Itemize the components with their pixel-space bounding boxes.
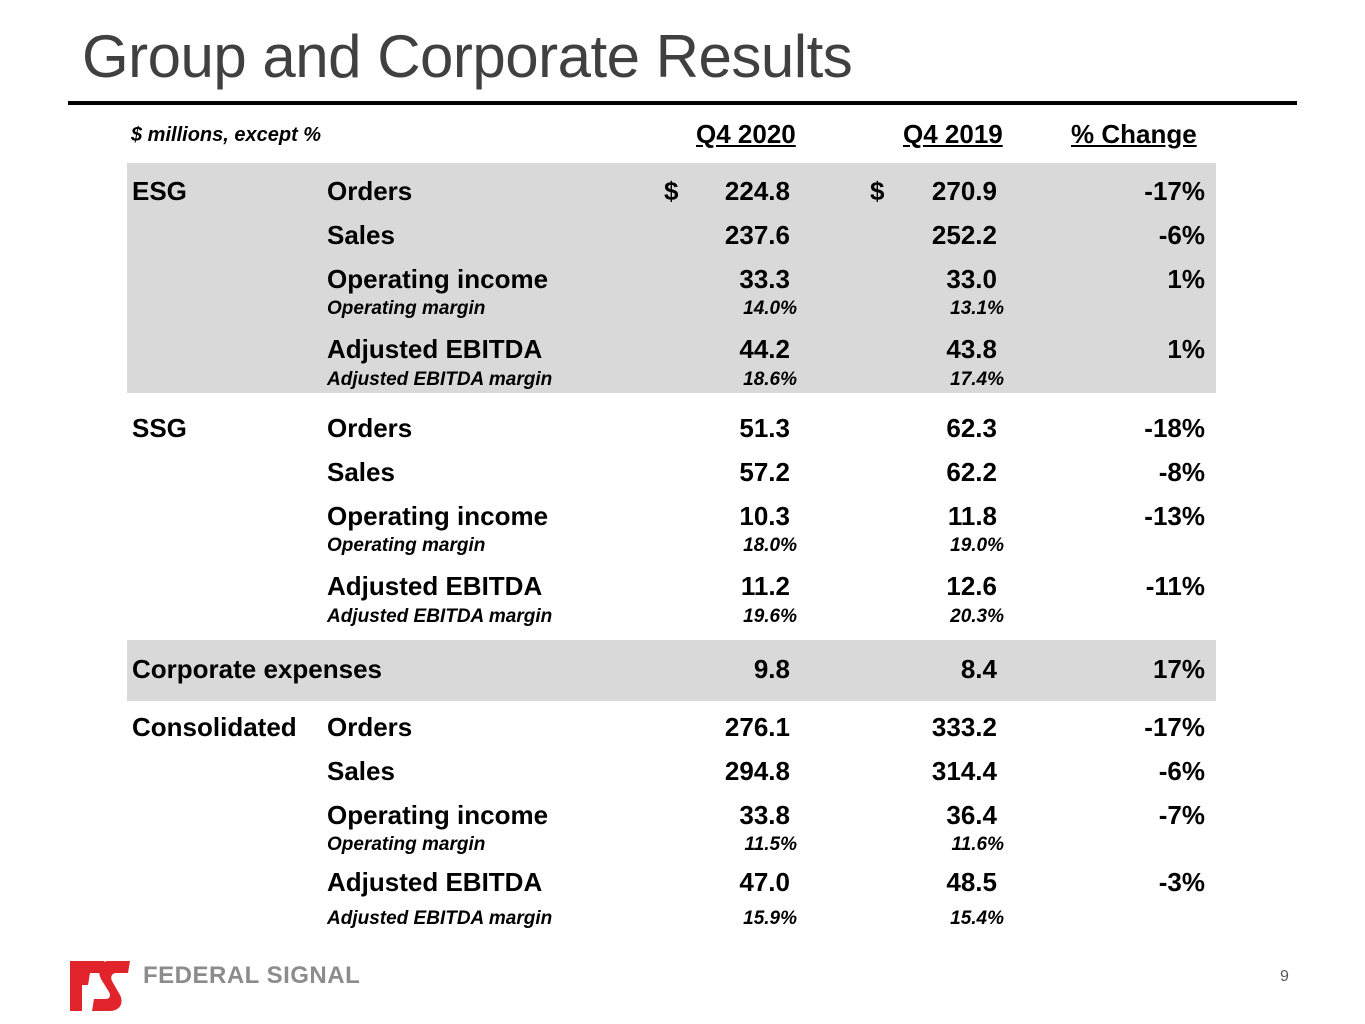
segment-label-esg: ESG (132, 176, 187, 206)
value-change: -7% (1158, 800, 1205, 830)
row-label: Sales (327, 756, 395, 786)
column-header-q4-2020: Q4 2020 (696, 119, 796, 149)
value-change: -6% (1158, 756, 1205, 786)
margin-q4-2020: 18.0% (743, 535, 797, 556)
margin-q4-2020: 11.5% (744, 834, 797, 855)
margin-q4-2019: 17.4% (950, 369, 1004, 390)
margin-label: Operating margin (327, 298, 486, 319)
value-q4-2020: 224.8 (724, 176, 790, 206)
value-change: -17% (1144, 176, 1205, 206)
value-change: -6% (1158, 220, 1205, 250)
value-q4-2019: 314.4 (931, 756, 997, 786)
row-label: Orders (327, 712, 413, 742)
row-label: Orders (327, 413, 413, 443)
value-q4-2019: 33.0 (946, 264, 997, 294)
value-q4-2020: 11.2 (740, 571, 790, 601)
value-q4-2020: 44.2 (739, 334, 790, 364)
column-header-q4-2019: Q4 2019 (903, 119, 1003, 149)
value-change: -11% (1145, 571, 1205, 601)
value-q4-2020: 9.8 (753, 654, 790, 684)
value-change: 1% (1167, 264, 1205, 294)
units-note: $ millions, except % (131, 124, 322, 146)
currency-symbol: $ (870, 176, 885, 206)
margin-q4-2019: 15.4% (950, 908, 1004, 929)
value-change: -17% (1144, 712, 1205, 742)
value-q4-2020: 51.3 (739, 413, 790, 443)
value-q4-2020: 33.8 (739, 800, 790, 830)
row-label: Adjusted EBITDA (327, 571, 543, 601)
value-change: -3% (1158, 867, 1205, 897)
title-divider (68, 101, 1297, 105)
row-label: Operating income (327, 501, 549, 531)
value-q4-2019: 48.5 (946, 867, 997, 897)
margin-q4-2020: 15.9% (743, 908, 797, 929)
value-q4-2020: 33.3 (739, 264, 790, 294)
margin-q4-2019: 11.6% (951, 834, 1004, 855)
value-q4-2019: 11.8 (947, 501, 997, 531)
page-title: Group and Corporate Results (82, 23, 853, 90)
value-change: -8% (1158, 457, 1205, 487)
row-label: Adjusted EBITDA (327, 867, 543, 897)
page-number: 9 (1280, 968, 1289, 985)
margin-label: Adjusted EBITDA margin (327, 908, 553, 929)
value-change: -13% (1144, 501, 1205, 531)
value-q4-2020: 276.1 (724, 712, 790, 742)
esg-section-band (127, 163, 1216, 393)
column-header-change: % Change (1071, 119, 1197, 149)
margin-q4-2020: 18.6% (743, 369, 797, 390)
margin-label: Operating margin (327, 834, 486, 855)
federal-signal-logo-icon (70, 961, 130, 1011)
margin-label: Adjusted EBITDA margin (327, 369, 553, 390)
value-q4-2019: 62.2 (946, 457, 997, 487)
company-name: FEDERAL SIGNAL (143, 962, 361, 989)
currency-symbol: $ (664, 176, 679, 206)
value-q4-2020: 57.2 (739, 457, 790, 487)
value-q4-2019: 8.4 (960, 654, 997, 684)
margin-q4-2019: 19.0% (950, 535, 1004, 556)
value-change: 17% (1152, 654, 1205, 684)
value-q4-2019: 43.8 (946, 334, 997, 364)
row-label: Operating income (327, 264, 549, 294)
corporate-expenses-label: Corporate expenses (132, 654, 382, 684)
value-q4-2019: 333.2 (931, 712, 997, 742)
value-q4-2020: 237.6 (724, 220, 790, 250)
value-q4-2019: 12.6 (946, 571, 997, 601)
value-q4-2020: 47.0 (739, 867, 790, 897)
value-q4-2019: 252.2 (931, 220, 997, 250)
margin-label: Adjusted EBITDA margin (327, 606, 553, 627)
row-label: Adjusted EBITDA (327, 334, 543, 364)
value-change: 1% (1167, 334, 1205, 364)
row-label: Orders (327, 176, 413, 206)
corporate-section-band (127, 640, 1216, 701)
segment-label-consolidated: Consolidated (132, 712, 297, 742)
row-label: Sales (327, 220, 395, 250)
margin-q4-2019: 13.1% (950, 298, 1004, 319)
row-label: Sales (327, 457, 395, 487)
value-q4-2020: 10.3 (739, 501, 790, 531)
value-q4-2019: 62.3 (946, 413, 997, 443)
value-q4-2020: 294.8 (724, 756, 790, 786)
segment-label-ssg: SSG (132, 413, 187, 443)
value-q4-2019: 36.4 (946, 800, 997, 830)
value-q4-2019: 270.9 (931, 176, 997, 206)
margin-q4-2019: 20.3% (950, 606, 1004, 627)
row-label: Operating income (327, 800, 549, 830)
margin-q4-2020: 14.0% (743, 298, 797, 319)
margin-q4-2020: 19.6% (743, 606, 797, 627)
value-change: -18% (1144, 413, 1205, 443)
margin-label: Operating margin (327, 535, 486, 556)
